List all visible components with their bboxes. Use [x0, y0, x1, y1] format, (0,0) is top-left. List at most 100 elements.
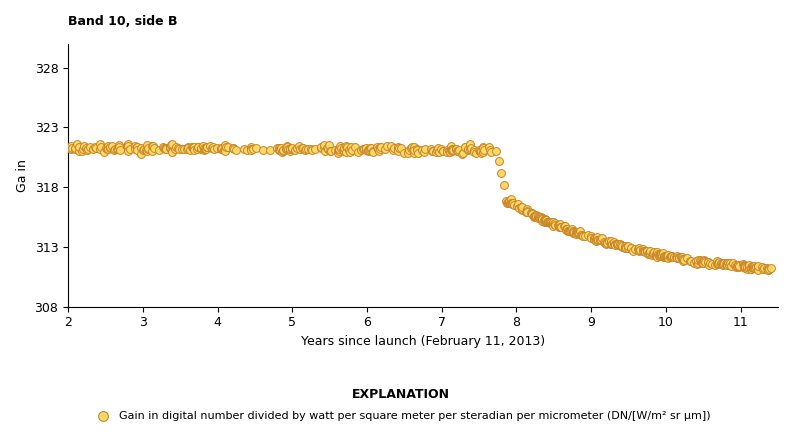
Point: [667, 253, 680, 260]
Point: [698, 258, 711, 265]
Point: [650, 248, 663, 255]
Point: [723, 261, 735, 268]
Point: [619, 245, 632, 252]
Point: [542, 219, 555, 226]
Point: [544, 219, 557, 226]
Point: [627, 247, 640, 254]
Point: [675, 256, 688, 263]
Point: [318, 144, 330, 151]
Point: [605, 239, 618, 246]
Point: [731, 263, 743, 270]
Point: [616, 243, 629, 250]
Point: [606, 241, 618, 248]
Point: [218, 141, 231, 148]
Point: [585, 235, 597, 242]
Point: [612, 240, 625, 247]
Point: [695, 258, 708, 265]
Point: [594, 237, 607, 244]
Point: [680, 255, 693, 262]
Point: [328, 147, 341, 154]
Point: [544, 219, 557, 226]
Point: [658, 252, 671, 259]
Point: [334, 142, 346, 149]
Point: [652, 252, 665, 259]
Point: [284, 145, 297, 152]
Point: [561, 227, 574, 234]
Point: [216, 144, 229, 151]
Point: [391, 145, 404, 152]
Point: [619, 244, 632, 251]
Point: [283, 145, 296, 152]
Point: [539, 218, 552, 225]
Point: [245, 147, 257, 154]
Point: [563, 228, 576, 235]
Point: [393, 145, 406, 152]
Point: [539, 216, 552, 223]
Point: [605, 237, 618, 244]
Point: [545, 221, 558, 228]
Point: [71, 140, 83, 147]
Point: [427, 147, 439, 154]
Point: [426, 148, 439, 155]
Point: [302, 145, 314, 152]
Point: [516, 204, 529, 211]
Point: [728, 262, 741, 269]
Point: [402, 150, 415, 157]
Point: [195, 145, 208, 152]
Point: [638, 247, 651, 254]
Point: [647, 250, 660, 257]
Point: [64, 145, 77, 152]
Point: [677, 257, 690, 264]
Point: [670, 254, 683, 261]
Point: [407, 148, 420, 155]
Point: [147, 143, 160, 150]
Point: [462, 147, 475, 154]
Point: [113, 144, 126, 151]
Point: [441, 147, 454, 154]
X-axis label: Years since launch (February 11, 2013): Years since launch (February 11, 2013): [301, 335, 545, 348]
Point: [168, 145, 181, 152]
Point: [676, 255, 689, 262]
Point: [385, 143, 398, 150]
Point: [339, 148, 352, 155]
Point: [277, 148, 290, 155]
Point: [529, 212, 541, 219]
Point: [229, 147, 242, 154]
Point: [66, 145, 79, 152]
Point: [507, 200, 520, 207]
Point: [169, 144, 182, 151]
Point: [105, 143, 118, 150]
Point: [654, 252, 666, 259]
Point: [79, 144, 92, 151]
Point: [501, 199, 514, 206]
Point: [375, 144, 387, 151]
Point: [512, 204, 525, 211]
Point: [529, 212, 541, 219]
Point: [485, 148, 498, 155]
Point: [670, 253, 683, 260]
Point: [529, 212, 542, 219]
Point: [751, 264, 764, 271]
Point: [641, 248, 654, 255]
Point: [441, 148, 454, 155]
Point: [702, 259, 715, 266]
Point: [570, 229, 583, 236]
Point: [533, 213, 545, 220]
Point: [600, 240, 613, 247]
Point: [678, 256, 691, 263]
Point: [128, 142, 141, 149]
Point: [122, 143, 135, 150]
Point: [720, 261, 733, 268]
Point: [590, 234, 603, 241]
Point: [503, 197, 516, 204]
Point: [110, 145, 123, 152]
Point: [743, 262, 755, 269]
Point: [374, 146, 387, 153]
Point: [652, 251, 665, 258]
Point: [697, 260, 710, 267]
Point: [660, 253, 673, 260]
Point: [743, 264, 755, 271]
Point: [65, 145, 78, 152]
Point: [553, 223, 565, 230]
Point: [187, 144, 200, 151]
